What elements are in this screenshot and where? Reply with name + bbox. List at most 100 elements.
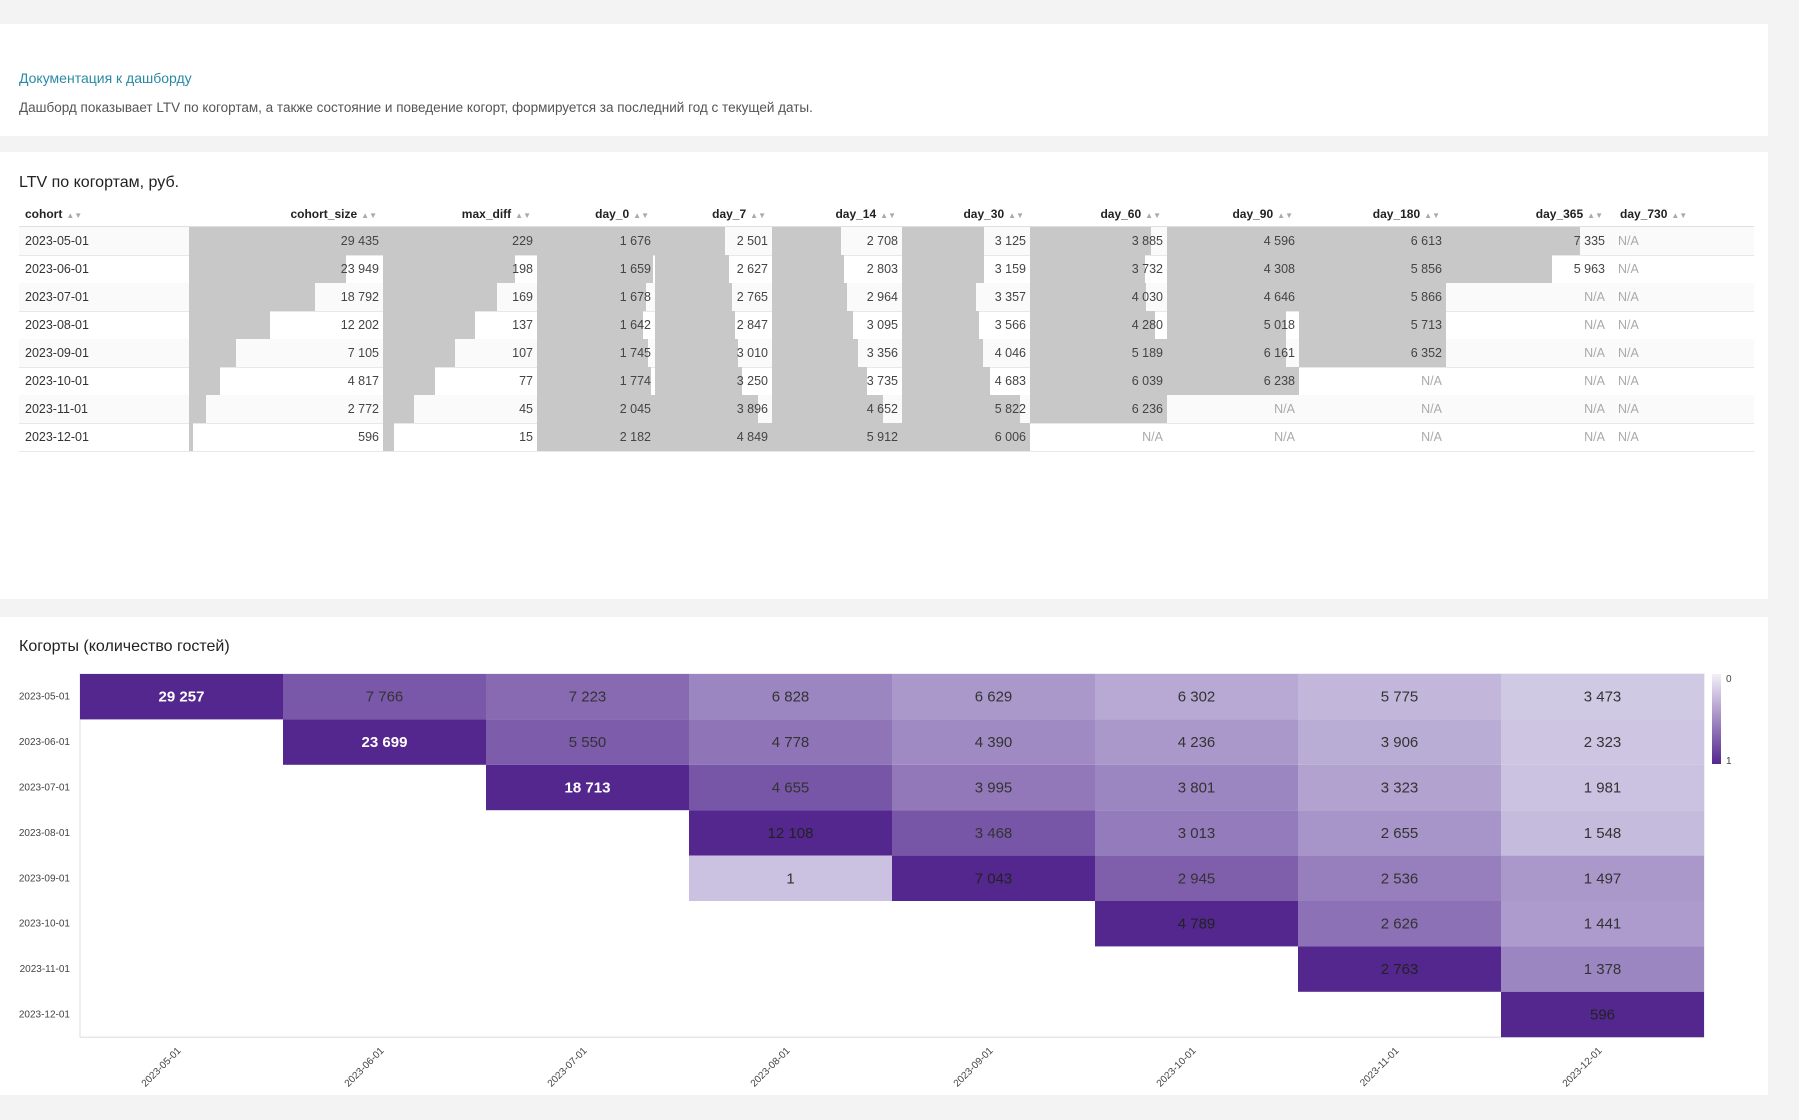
cell-value: 1 745 (619, 346, 651, 360)
column-header-day-90[interactable]: day_90 ▲▼ (1167, 202, 1293, 226)
cell-value: 6 238 (1263, 374, 1295, 388)
sort-icon[interactable]: ▲▼ (750, 211, 766, 220)
table-row[interactable]: 2023-05-01 29 435 229 1 676 2 501 2 708 3 125 3… (19, 227, 1754, 256)
sort-icon[interactable]: ▲▼ (515, 211, 531, 220)
column-header-day-0[interactable]: day_0 ▲▼ (537, 202, 649, 226)
cell-value: 2 765 (736, 290, 768, 304)
heatmap-cell[interactable] (1501, 764, 1704, 811)
column-header-day-30[interactable]: day_30 ▲▼ (902, 202, 1024, 226)
column-header-day-730[interactable]: day_730 ▲▼ (1620, 202, 1687, 226)
table-cell-day-7: 4 849 (655, 423, 772, 451)
table-row[interactable]: 2023-12-01 596 15 2 182 4 849 5 912 6 006 N/A N/… (19, 423, 1754, 452)
heatmap-cell[interactable] (1501, 674, 1704, 720)
heatmap-cell[interactable] (1501, 810, 1704, 856)
sort-icon[interactable]: ▲▼ (1671, 211, 1688, 220)
heatmap-cell[interactable] (1501, 991, 1704, 1038)
cell-value: 7 105 (347, 346, 379, 360)
table-row[interactable]: 2023-11-01 2 772 45 2 045 3 896 4 652 5 822 6 2… (19, 395, 1754, 424)
table-cell-day-30: 3 159 (902, 255, 1030, 283)
documentation-link[interactable]: Документация к дашборду (19, 70, 192, 86)
heatmap-cell[interactable] (486, 719, 689, 765)
heatmap-cell-label: 7 043 (975, 870, 1013, 887)
cell-bar (537, 311, 643, 339)
heatmap-cell[interactable] (1298, 810, 1501, 856)
heatmap-cell[interactable] (80, 674, 283, 720)
heatmap-cell[interactable] (1298, 855, 1501, 901)
cell-bar (189, 395, 206, 423)
heatmap-cell[interactable] (689, 674, 892, 720)
heatmap-cell[interactable] (486, 764, 689, 811)
cell-value: 1 642 (619, 318, 651, 332)
heatmap-cell[interactable] (486, 674, 689, 720)
cell-value: 2 772 (347, 402, 379, 416)
cell-bar (902, 255, 984, 283)
table-row[interactable]: 2023-06-01 23 949 198 1 659 2 627 2 803 3 159 3… (19, 255, 1754, 284)
column-header-cohort-size[interactable]: cohort_size ▲▼ (189, 202, 377, 226)
heatmap-cell[interactable] (1501, 719, 1704, 765)
column-header-day-180[interactable]: day_180 ▲▼ (1299, 202, 1440, 226)
column-header-day-7[interactable]: day_7 ▲▼ (655, 202, 766, 226)
heatmap-cell[interactable] (283, 719, 486, 765)
cell-bar (902, 283, 976, 311)
sort-icon[interactable]: ▲▼ (66, 211, 83, 220)
cell-value: 77 (519, 374, 533, 388)
heatmap-cell[interactable] (892, 810, 1095, 856)
heatmap-cell[interactable] (1501, 855, 1704, 901)
sort-icon[interactable]: ▲▼ (633, 211, 649, 220)
sort-icon[interactable]: ▲▼ (880, 211, 896, 220)
heatmap-cell[interactable] (1298, 674, 1501, 720)
heatmap-cell-label: 596 (1590, 1007, 1615, 1024)
sort-icon[interactable]: ▲▼ (1424, 211, 1440, 220)
sort-icon[interactable]: ▲▼ (1277, 211, 1293, 220)
heatmap-cell[interactable] (1095, 764, 1298, 811)
heatmap-cell[interactable] (283, 674, 486, 720)
heatmap-cell[interactable] (892, 855, 1095, 901)
sort-icon[interactable]: ▲▼ (1587, 211, 1603, 220)
heatmap-cell[interactable] (689, 764, 892, 811)
cell-value: 4 652 (866, 402, 898, 416)
heatmap-cell[interactable] (689, 719, 892, 765)
heatmap-cell[interactable] (1501, 946, 1704, 992)
table-row[interactable]: 2023-09-01 7 105 107 1 745 3 010 3 356 4 046 5 … (19, 339, 1754, 368)
cell-value: 4 596 (1263, 234, 1295, 248)
heatmap-cell[interactable] (1298, 946, 1501, 992)
cell-bar (1446, 227, 1580, 255)
table-row[interactable]: 2023-08-01 12 202 137 1 642 2 847 3 095 3 566 4… (19, 311, 1754, 340)
column-header-max-diff[interactable]: max_diff ▲▼ (383, 202, 531, 226)
cell-value: 7 335 (1573, 234, 1605, 248)
heatmap-cell-label: 6 828 (772, 689, 810, 706)
cell-bar (1030, 227, 1151, 255)
column-header-day-60[interactable]: day_60 ▲▼ (1030, 202, 1161, 226)
heatmap-cell[interactable] (689, 810, 892, 856)
cell-bar (772, 227, 841, 255)
heatmap-cell[interactable] (1095, 855, 1298, 901)
sort-icon[interactable]: ▲▼ (361, 211, 377, 220)
heatmap-cell[interactable] (1095, 719, 1298, 765)
heatmap-cell-label: 1 981 (1584, 780, 1622, 797)
column-header-day-365[interactable]: day_365 ▲▼ (1446, 202, 1603, 226)
table-cell-day-730: N/A (1614, 367, 1754, 395)
table-cell-max-diff: 45 (383, 395, 537, 423)
table-row[interactable]: 2023-10-01 4 817 77 1 774 3 250 3 735 4 683 6 0… (19, 367, 1754, 396)
heatmap-cell[interactable] (1298, 764, 1501, 811)
table-cell-day-60: 5 189 (1030, 339, 1167, 367)
sort-icon[interactable]: ▲▼ (1008, 211, 1024, 220)
heatmap-cell[interactable] (1095, 674, 1298, 720)
sort-icon[interactable]: ▲▼ (1145, 211, 1161, 220)
heatmap-cell[interactable] (1298, 901, 1501, 947)
heatmap-cell[interactable] (689, 855, 892, 901)
heatmap-cell-label: 5 550 (569, 734, 607, 751)
heatmap-cell[interactable] (1501, 901, 1704, 947)
heatmap-cell[interactable] (892, 674, 1095, 720)
table-cell-day-730: N/A (1614, 255, 1754, 283)
cell-bar (537, 339, 648, 367)
heatmap-cell[interactable] (1095, 810, 1298, 856)
heatmap-cell[interactable] (1095, 901, 1298, 947)
column-header-cohort[interactable]: cohort ▲▼ (25, 202, 82, 226)
table-cell-day-365: N/A (1446, 423, 1609, 451)
table-row[interactable]: 2023-07-01 18 792 169 1 678 2 765 2 964 3 357 4… (19, 283, 1754, 312)
heatmap-cell[interactable] (892, 719, 1095, 765)
column-header-day-14[interactable]: day_14 ▲▼ (772, 202, 896, 226)
heatmap-cell[interactable] (892, 764, 1095, 811)
heatmap-cell[interactable] (1298, 719, 1501, 765)
